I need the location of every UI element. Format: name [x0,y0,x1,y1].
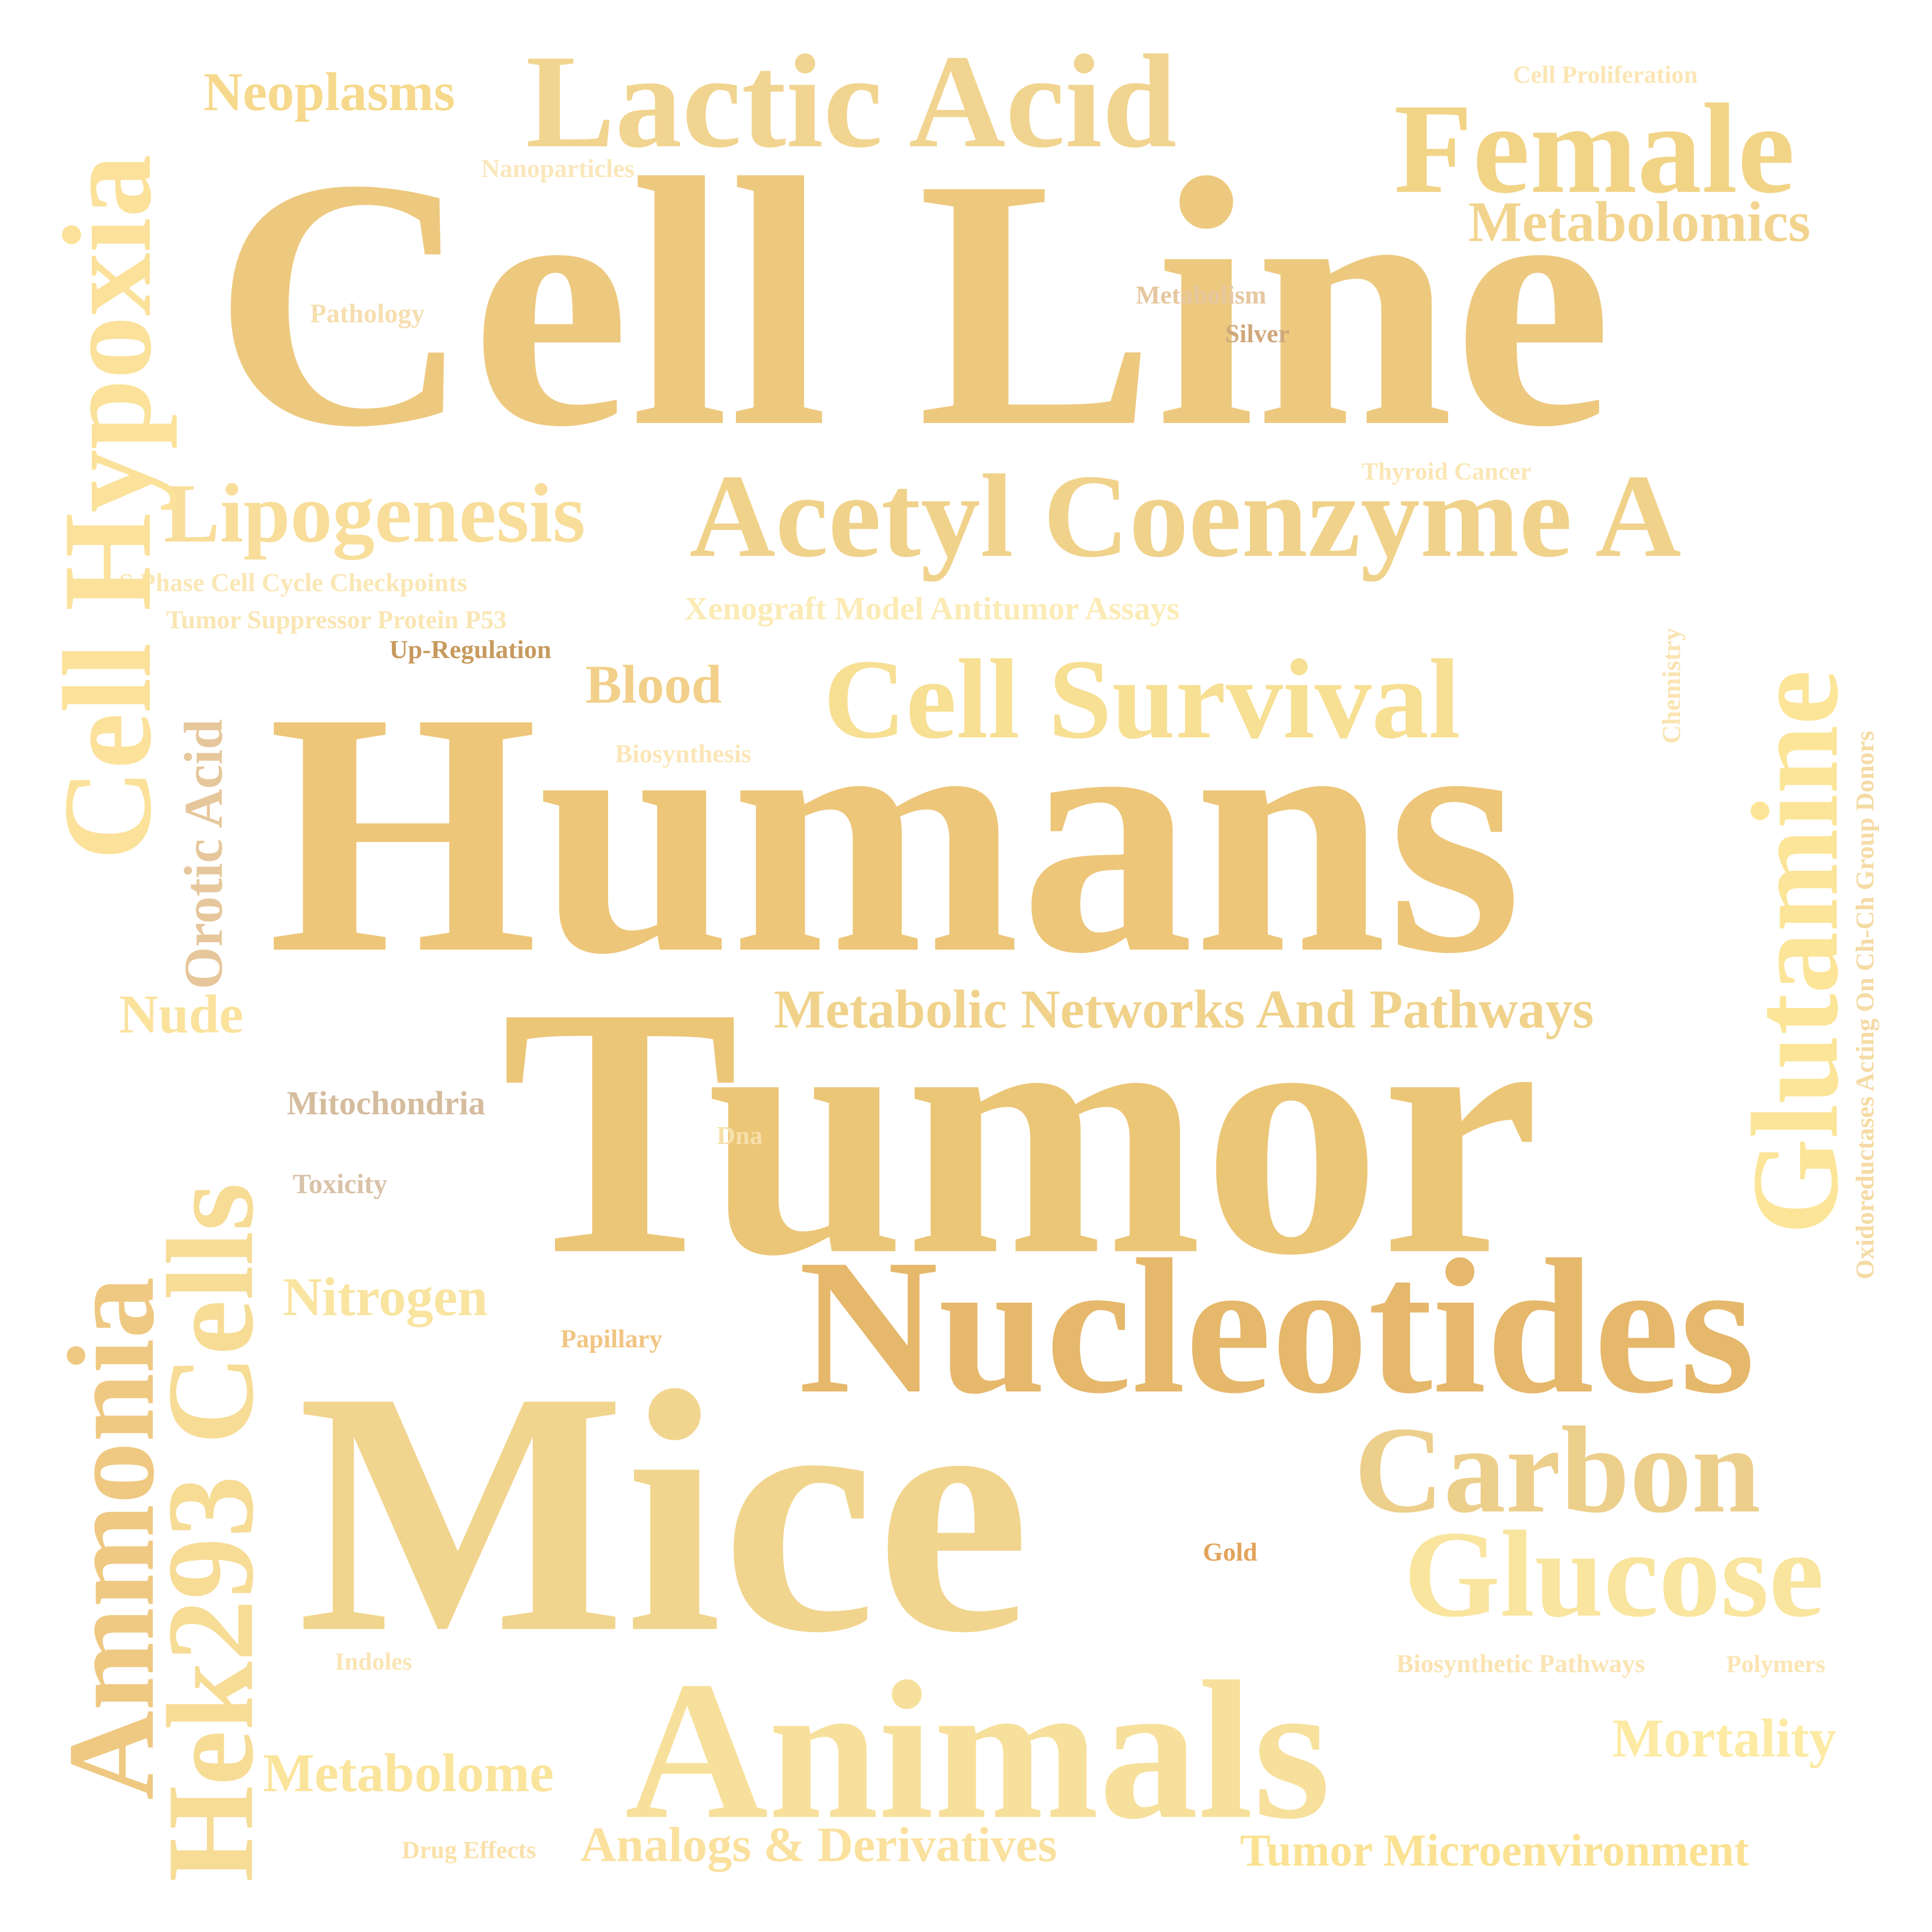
word-humans: Humans [268,641,1522,1025]
word-nude: Nude [119,984,244,1044]
word-cell-hypoxia: Cell Hypoxia [38,154,178,860]
word-tumor-suppressor: Tumor Suppressor Protein P53 [166,606,507,634]
word-nitrogen: Nitrogen [283,1267,488,1327]
word-s-phase: S Phase Cell Cycle Checkpoints [119,569,467,597]
word-female: Female [1394,77,1795,220]
word-silver: Silver [1225,320,1290,348]
word-tumor-microenvironment: Tumor Microenvironment [1240,1825,1749,1875]
word-biosynthesis: Biosynthesis [615,740,751,768]
word-nucleotides: Nucleotides [799,1219,1755,1434]
word-blood: Blood [585,654,722,715]
word-nanoparticles: Nanoparticles [481,155,635,183]
word-orotic-acid: Orotic Acid [173,719,234,989]
word-neoplasms: Neoplasms [203,61,455,122]
word-analogs-derivatives: Analogs & Derivatives [580,1817,1057,1872]
word-metabolome: Metabolome [263,1743,554,1803]
word-hek293-cells: Hek293 Cells [142,1183,279,1882]
word-glucose: Glucose [1404,1506,1824,1643]
word-oxidoreductases: Oxidoreductases Acting On Ch-Ch Group Do… [1851,730,1879,1279]
word-cell-proliferation: Cell Proliferation [1513,60,1698,88]
word-cell-line: Cell Line [213,105,1612,500]
word-gold: Gold [1203,1538,1257,1567]
word-papillary: Papillary [561,1325,663,1353]
word-chemistry: Chemistry [1658,628,1686,744]
word-tumor: Tumor [501,933,1540,1328]
word-pathology: Pathology [310,299,425,328]
word-carbon: Carbon [1354,1401,1761,1539]
word-polymers: Polymers [1726,1650,1825,1678]
word-lipogenesis: Lipogenesis [164,467,586,560]
word-indoles: Indoles [335,1647,412,1675]
word-biosynthetic-pathways: Biosynthetic Pathways [1396,1650,1645,1678]
word-mitochondria: Mitochondria [287,1084,486,1122]
word-dna: Dna [717,1122,763,1150]
word-metabolic-networks: Metabolic Networks And Pathways [774,979,1594,1039]
word-up-regulation: Up-Regulation [389,636,552,664]
word-metabolomics: Metabolomics [1468,190,1810,253]
word-acetyl-coenzyme-a: Acetyl Coenzyme A [689,450,1682,582]
word-lactic-acid: Lactic Acid [526,27,1177,176]
word-toxicity: Toxicity [293,1169,387,1200]
word-drug-effects: Drug Effects [402,1836,536,1864]
word-animals: Animals [625,1640,1331,1860]
word-thyroid-cancer: Thyroid Cancer [1362,457,1532,485]
word-mice: Mice [298,1320,1030,1704]
word-mortality: Mortality [1612,1708,1837,1768]
word-cell-survival: Cell Survival [823,636,1461,762]
word-metabolism: Metabolism [1136,281,1266,309]
word-xenograft: Xenograft Model Antitumor Assays [685,591,1180,627]
word-glutamine: Glutamine [1727,670,1864,1235]
